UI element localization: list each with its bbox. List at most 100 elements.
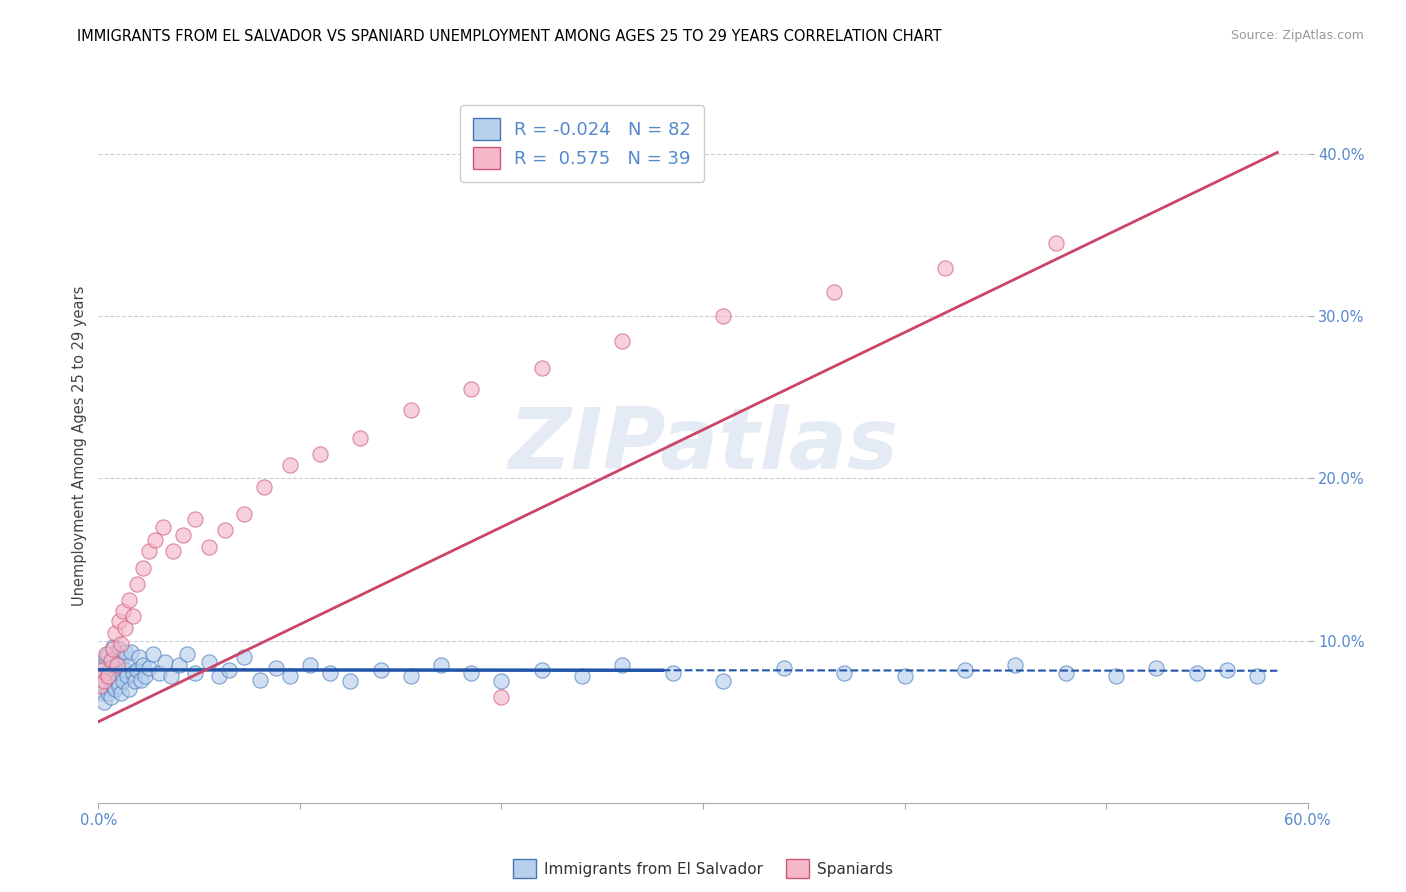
Point — [184, 512, 207, 526]
Point — [121, 666, 143, 681]
Point — [953, 663, 976, 677]
Point — [264, 661, 287, 675]
Point — [143, 533, 166, 547]
Point — [142, 647, 165, 661]
Point — [571, 669, 593, 683]
Point — [1054, 666, 1077, 681]
Point — [430, 657, 453, 672]
Point — [253, 479, 276, 493]
Point — [93, 695, 115, 709]
Point — [148, 666, 170, 681]
Point — [132, 657, 155, 672]
Point — [530, 663, 553, 677]
Point — [110, 685, 132, 699]
Point — [107, 641, 129, 656]
Point — [399, 669, 422, 683]
Point — [101, 679, 124, 693]
Point — [118, 657, 141, 672]
Point — [370, 663, 392, 677]
Text: IMMIGRANTS FROM EL SALVADOR VS SPANIARD UNEMPLOYMENT AMONG AGES 25 TO 29 YEARS C: IMMIGRANTS FROM EL SALVADOR VS SPANIARD … — [77, 29, 942, 44]
Point — [399, 403, 422, 417]
Point — [460, 666, 482, 681]
Point — [214, 524, 236, 538]
Text: Source: ZipAtlas.com: Source: ZipAtlas.com — [1230, 29, 1364, 42]
Point — [278, 669, 301, 683]
Point — [172, 528, 194, 542]
Point — [114, 621, 136, 635]
Point — [208, 669, 231, 683]
Point — [97, 669, 120, 683]
Point — [299, 657, 322, 672]
Point — [198, 655, 221, 669]
Point — [832, 666, 855, 681]
Point — [100, 653, 122, 667]
Point — [97, 685, 120, 699]
Point — [711, 310, 734, 324]
Point — [125, 577, 148, 591]
Point — [118, 682, 141, 697]
Point — [93, 674, 115, 689]
Point — [349, 431, 371, 445]
Point — [1246, 669, 1268, 683]
Point — [772, 661, 794, 675]
Point — [105, 674, 128, 689]
Point — [89, 663, 111, 677]
Point — [162, 544, 184, 558]
Point — [114, 663, 136, 677]
Point — [1045, 236, 1067, 251]
Point — [160, 669, 183, 683]
Point — [129, 673, 152, 687]
Point — [132, 560, 155, 574]
Point — [120, 645, 142, 659]
Point — [107, 679, 129, 693]
Point — [124, 674, 146, 689]
Point — [111, 604, 134, 618]
Point — [97, 647, 120, 661]
Point — [138, 661, 160, 675]
Point — [91, 669, 114, 683]
Point — [138, 544, 160, 558]
Point — [97, 666, 120, 681]
Point — [93, 657, 115, 672]
Point — [218, 663, 240, 677]
Point — [105, 657, 128, 672]
Point — [107, 614, 129, 628]
Point — [103, 647, 125, 661]
Point — [105, 661, 128, 675]
Point — [101, 641, 124, 656]
Point — [101, 653, 124, 667]
Point — [612, 657, 634, 672]
Point — [167, 657, 190, 672]
Y-axis label: Unemployment Among Ages 25 to 29 years: Unemployment Among Ages 25 to 29 years — [72, 285, 87, 607]
Point — [1185, 666, 1208, 681]
Point — [278, 458, 301, 473]
Point — [232, 649, 254, 664]
Point — [96, 649, 118, 664]
Point — [491, 674, 513, 689]
Point — [1105, 669, 1128, 683]
Point — [96, 674, 118, 689]
Point — [612, 334, 634, 348]
Point — [89, 679, 111, 693]
Legend: Immigrants from El Salvador, Spaniards: Immigrants from El Salvador, Spaniards — [508, 854, 898, 884]
Point — [134, 669, 156, 683]
Point — [93, 679, 115, 693]
Point — [232, 507, 254, 521]
Point — [153, 655, 176, 669]
Point — [249, 673, 271, 687]
Point — [198, 540, 221, 554]
Point — [934, 260, 956, 275]
Point — [103, 666, 125, 681]
Point — [114, 645, 136, 659]
Point — [91, 663, 114, 677]
Text: ZIPatlas: ZIPatlas — [508, 404, 898, 488]
Point — [100, 690, 122, 705]
Point — [128, 649, 150, 664]
Point — [1146, 661, 1168, 675]
Point — [309, 447, 332, 461]
Point — [96, 647, 118, 661]
Point — [319, 666, 342, 681]
Point — [823, 285, 845, 299]
Point — [91, 685, 114, 699]
Point — [125, 663, 148, 677]
